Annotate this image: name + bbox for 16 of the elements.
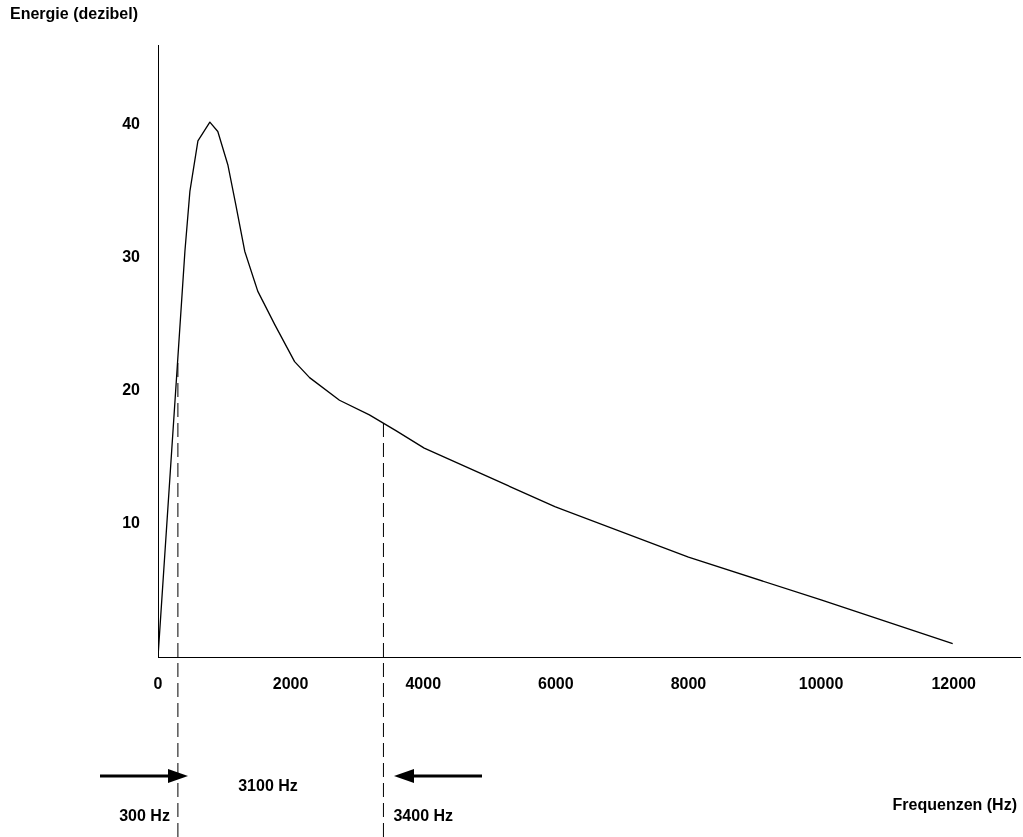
x-tick-label: 10000 (798, 675, 844, 693)
x-tick-label: 0 (153, 675, 163, 693)
y-tick-label: 40 (122, 115, 141, 133)
y-tick-label: 30 (122, 248, 141, 266)
text: Frequenzen (Hz) (892, 796, 1017, 814)
ref-line-label: 300 Hz (119, 807, 170, 825)
y-tick-label: 20 (122, 381, 141, 399)
ref-line-label: 3400 Hz (393, 807, 454, 825)
x-tick-label: 4000 (405, 675, 442, 693)
x-tick-label: 12000 (931, 675, 977, 693)
y-tick-label: 10 (122, 514, 141, 532)
x-tick-label: 8000 (670, 675, 707, 693)
y-axis-title: Energie (dezibel) (10, 5, 139, 23)
x-tick-label: 6000 (538, 675, 574, 693)
x-tick-label: 2000 (272, 675, 309, 693)
text: 3100 Hz (238, 777, 298, 795)
